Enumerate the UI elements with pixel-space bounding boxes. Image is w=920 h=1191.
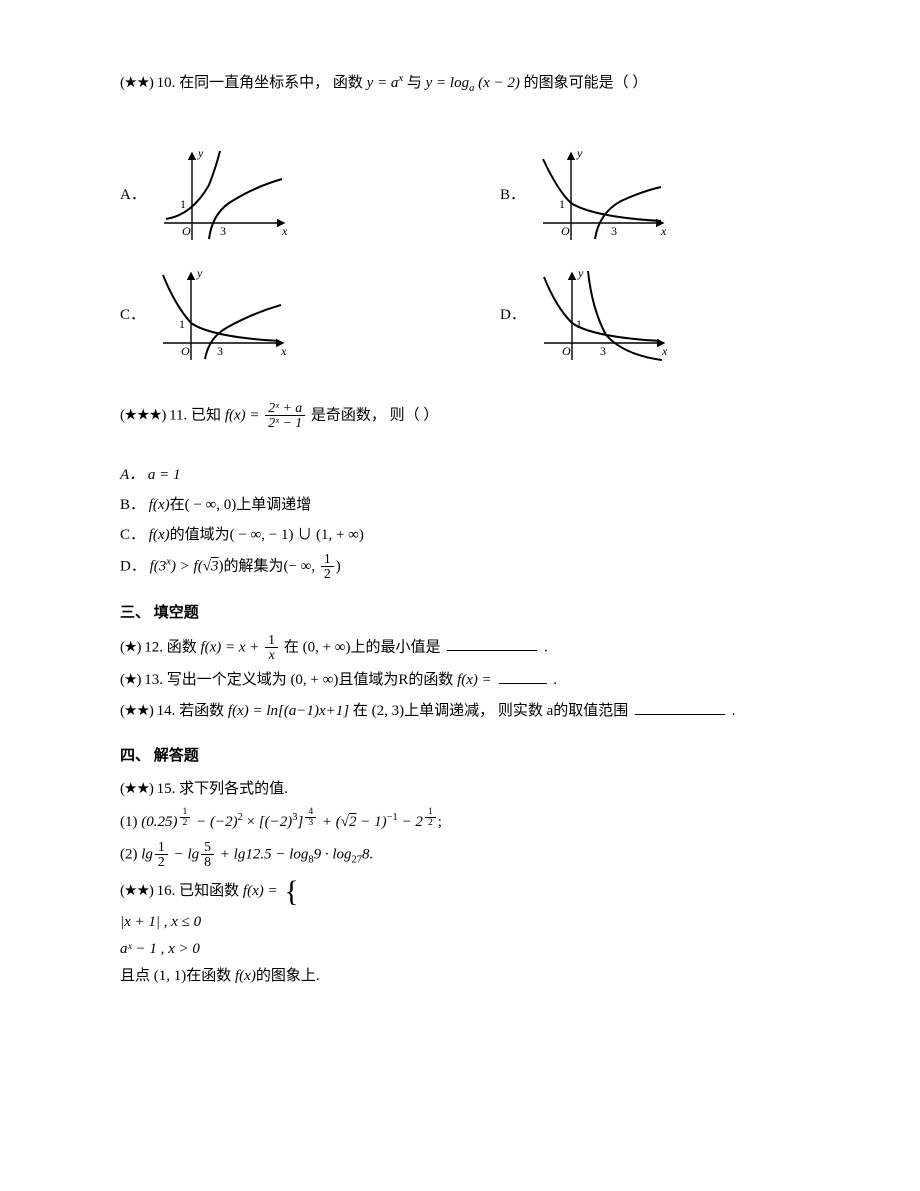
q10-labelc: C． [120,302,145,329]
question-11: (★★★) 11. 已知 f(x) = 2ˣ + a 2ˣ − 1 是奇函数， … [120,401,820,582]
q11-num: 11. [169,407,187,423]
q11-opt-b: B． f(x)在( − ∞, 0)上单调递增 [120,492,820,519]
svg-text:3: 3 [220,224,226,238]
q10-stem: (★★) 10. 在同一直角坐标系中， 函数 y = ax 与 y = loga… [120,70,820,97]
q10-labela: A． [120,182,146,209]
q10-text-pre: 在同一直角坐标系中， 函数 [179,75,367,91]
q10-option-b: B． x y O 1 3 [500,145,820,245]
q10-plot-c: x y O 1 3 [153,265,293,365]
svg-text:O: O [561,224,570,238]
q10-graph-grid: A． x y O 1 3 B． x y [120,145,820,365]
q10-plot-d: x y O 1 3 [534,265,674,365]
question-12: (★) 12. 函数 f(x) = x + 1x 在 (0, + ∞)上的最小值… [120,633,820,663]
q10-labelb: B． [500,182,525,209]
svg-text:O: O [182,224,191,238]
q15-part2: (2) lg12 − lg58 + lg12.5 − log89 · log27… [120,840,820,870]
svg-text:x: x [281,224,288,238]
q10-plot-a: x y O 1 3 [154,145,294,245]
question-13: (★) 13. 写出一个定义域为 (0, + ∞)且值域为R的函数 f(x) =… [120,667,820,694]
svg-text:O: O [562,344,571,358]
q11-mid: 是奇函数， 则（ ） [311,407,439,423]
q10-option-d: D． x y O 1 3 [500,265,820,365]
svg-text:y: y [196,266,203,280]
q10-num: 10. [157,75,176,91]
q10-mid1: 与 [407,75,422,91]
blank-input[interactable] [499,667,547,684]
q10-text-post: 的图象可能是（ ） [524,75,648,91]
q10-labeld: D． [500,302,526,329]
q11-frac: 2ˣ + a 2ˣ − 1 [265,401,305,431]
svg-text:x: x [280,344,287,358]
section-3-header: 三、 填空题 [120,600,820,627]
q11-frac-den: 2ˣ − 1 [265,416,305,430]
q10-plot-b: x y O 1 3 [533,145,673,245]
blank-input[interactable] [447,635,537,652]
spacer [120,101,820,125]
q11-stem: (★★★) 11. 已知 f(x) = 2ˣ + a 2ˣ − 1 是奇函数， … [120,401,820,431]
q15-part1: (1) (0.25)12 − (−2)2 × [(−2)3]43 + (√2 −… [120,807,820,836]
q15-stem: (★★) 15. 求下列各式的值. [120,776,820,803]
q11-fx: f(x) = [225,407,260,423]
q10-f2a: y = log [426,75,469,91]
blank-input[interactable] [635,698,725,715]
svg-text:1: 1 [559,197,565,211]
section-4-header: 四、 解答题 [120,743,820,770]
q11-opt-c: C． f(x)的值域为( − ∞, − 1) ∪ (1, + ∞) [120,522,820,549]
q11-stars: (★★★) [120,407,165,423]
q10-f2b: (x − 2) [478,75,520,91]
svg-text:x: x [661,344,668,358]
q10-option-a: A． x y O 1 3 [120,145,440,245]
q10-f2sub: a [469,83,474,94]
q11-options: A． a = 1 B． f(x)在( − ∞, 0)上单调递增 C． f(x)的… [120,462,820,582]
question-14: (★★) 14. 若函数 f(x) = ln[(a−1)x+1] 在 (2, 3… [120,698,820,725]
svg-text:3: 3 [600,344,606,358]
q10-f1b: x [398,73,403,84]
q11-opt-a: A． a = 1 [120,462,820,489]
svg-text:3: 3 [611,224,617,238]
q10-f1a: y = a [367,75,399,91]
q11-opt-d: D． f(3x) > f(√3)的解集为(− ∞, 12) [120,552,820,582]
spacer [120,435,820,459]
question-16: (★★) 16. 已知函数 f(x) = { [120,878,820,905]
question-10: (★★) 10. 在同一直角坐标系中， 函数 y = ax 与 y = loga… [120,70,820,365]
svg-text:O: O [181,344,190,358]
svg-text:3: 3 [217,344,223,358]
svg-text:y: y [577,266,584,280]
q11-frac-num: 2ˣ + a [265,401,305,416]
q11-pre: 已知 [191,407,225,423]
question-15: (★★) 15. 求下列各式的值. (1) (0.25)12 − (−2)2 ×… [120,776,820,870]
svg-text:y: y [197,146,204,160]
q10-stars: (★★) [120,75,153,91]
svg-text:1: 1 [180,197,186,211]
piecewise-icon: { [284,878,304,905]
svg-text:y: y [576,146,583,160]
svg-text:x: x [660,224,667,238]
svg-text:1: 1 [179,317,185,331]
q10-option-c: C． x y O 1 3 [120,265,440,365]
